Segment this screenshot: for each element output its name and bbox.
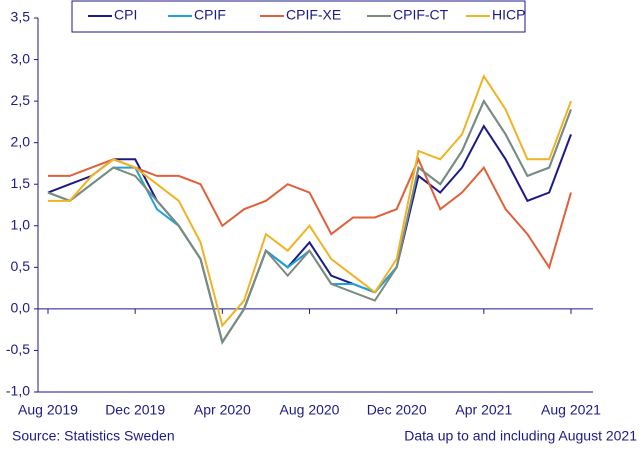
- y-tick-label: 2,0: [11, 133, 31, 149]
- source: Source: Statistics Sweden: [12, 428, 175, 444]
- legend-box: [71, 0, 526, 33]
- y-tick-label: -0,5: [6, 341, 30, 357]
- x-tick-label: Aug 2021: [541, 402, 601, 418]
- y-tick-label: 3,5: [11, 9, 31, 25]
- legend-label: CPI: [114, 7, 137, 23]
- legend-label: CPIF-XE: [286, 7, 341, 23]
- y-tick-label: 1,5: [11, 175, 31, 191]
- y-tick-label: 1,0: [11, 216, 31, 232]
- x-tick-label: Apr 2021: [455, 402, 512, 418]
- y-tick-label: 2,5: [11, 92, 31, 108]
- series-line: [47, 99, 572, 345]
- x-tick-label: Aug 2020: [280, 402, 340, 418]
- series-line: [48, 73, 572, 328]
- x-tick-label: Dec 2020: [367, 402, 427, 418]
- y-tick-label: -1,0: [6, 383, 30, 399]
- y-tick-label: 0,0: [11, 300, 31, 316]
- legend-label: CPIF-CT: [393, 7, 449, 23]
- legend-label: CPIF: [194, 7, 226, 23]
- series-line: [47, 124, 572, 345]
- y-tick-label: 3,0: [11, 50, 31, 66]
- series-line: [47, 99, 572, 345]
- note: Data up to and including August 2021: [404, 428, 637, 444]
- x-tick-label: Aug 2019: [18, 402, 78, 418]
- x-tick-label: Apr 2020: [194, 402, 251, 418]
- legend-label: HICP: [492, 7, 525, 23]
- y-tick-label: 0,5: [11, 258, 31, 274]
- x-tick-label: Dec 2019: [105, 402, 165, 418]
